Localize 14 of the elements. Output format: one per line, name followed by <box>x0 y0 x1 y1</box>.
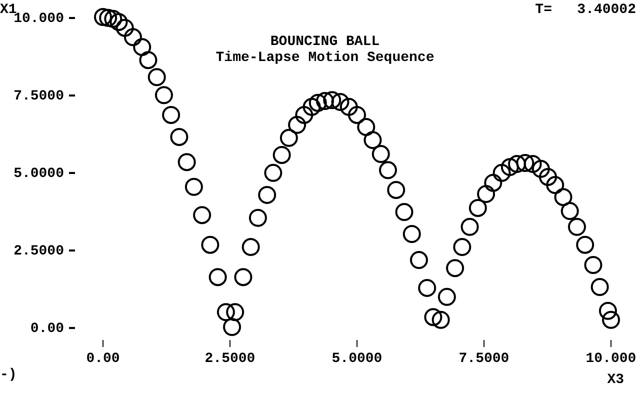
x-tick-label: 10.000 <box>586 351 636 367</box>
x-tick-label: 0.00 <box>86 351 120 367</box>
annotation: T= 3.40002 <box>535 2 636 18</box>
text: Time-Lapse Motion Sequence <box>216 50 434 66</box>
x-axis-title: X3 <box>607 372 624 388</box>
y-tick-label: 5.0000 <box>14 166 64 182</box>
text: BOUNCING BALL <box>270 34 380 50</box>
y-tick-label: 7.5000 <box>14 88 64 104</box>
y-tick-label: 2.5000 <box>14 244 64 260</box>
x-tick-label: 2.5000 <box>204 351 256 367</box>
x-tick-label: 7.5000 <box>458 351 510 367</box>
x-tick-label: 5.0000 <box>332 351 382 367</box>
text: -) <box>0 367 17 383</box>
y-tick-label: 0.00 <box>30 321 64 337</box>
